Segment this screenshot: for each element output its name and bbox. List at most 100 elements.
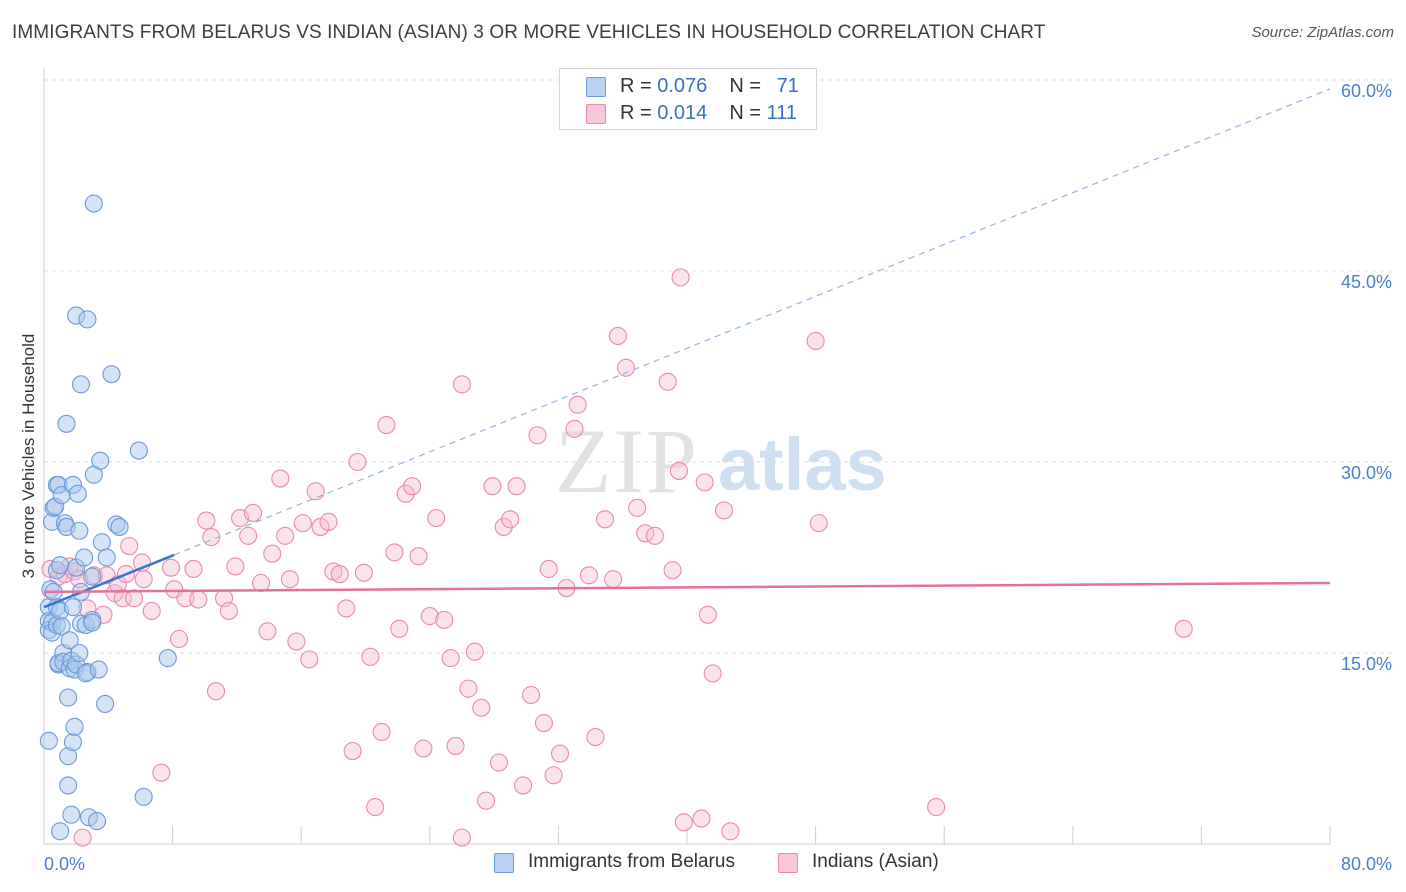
x-tick-label-min: 0.0% (44, 854, 85, 874)
legend-bottom-label: Indians (Asian) (812, 851, 939, 872)
data-point-indians (465, 642, 484, 661)
data-point-indians (409, 547, 428, 566)
data-point-belarus (59, 688, 78, 707)
data-point-indians (452, 375, 472, 394)
data-point-indians (390, 619, 409, 638)
data-point-indians (927, 798, 946, 817)
data-point-indians (287, 632, 306, 651)
data-point-indians (435, 610, 454, 629)
data-point-indians (446, 736, 465, 756)
data-point-belarus (52, 617, 71, 636)
data-point-indians (698, 605, 717, 624)
x-tick-label-max: 80.0% (1341, 854, 1392, 874)
data-point-indians (306, 482, 325, 501)
chart-title: IMMIGRANTS FROM BELARUS VS INDIAN (ASIAN… (12, 22, 1046, 43)
data-point-indians (459, 679, 478, 698)
data-point-belarus (57, 414, 76, 433)
data-point-indians (544, 766, 563, 785)
data-point-indians (806, 331, 825, 351)
data-point-indians (695, 473, 714, 492)
grid (44, 79, 1392, 654)
data-point-indians (507, 477, 526, 496)
data-point-indians (671, 268, 690, 287)
data-point-indians (377, 416, 396, 435)
data-point-belarus (102, 365, 121, 384)
data-point-belarus (87, 812, 107, 831)
data-point-indians (385, 543, 404, 562)
legend-n-label: N = (729, 75, 767, 97)
data-point-belarus (63, 733, 82, 752)
data-point-indians (528, 426, 547, 445)
data-point-indians (669, 461, 689, 480)
axes (43, 68, 1331, 845)
data-point-belarus (51, 822, 70, 841)
data-point-indians (337, 599, 356, 618)
data-point-indians (608, 326, 627, 345)
data-point-indians (579, 566, 598, 585)
y-tick-label: 30.0% (1341, 463, 1392, 483)
data-point-indians (604, 570, 623, 589)
data-point-indians (361, 647, 380, 666)
legend-bottom-swatch-pink (778, 853, 798, 873)
source-label: Source: ZipAtlas.com (1251, 24, 1394, 41)
data-point-indians (501, 510, 520, 529)
data-point-belarus (91, 451, 110, 470)
legend-r-label: R = (620, 75, 658, 97)
data-point-indians (513, 776, 533, 795)
data-point-belarus (83, 567, 102, 586)
data-point-indians (280, 570, 299, 589)
data-point-indians (372, 722, 391, 741)
data-point-indians (189, 590, 208, 609)
data-point-indians (161, 558, 181, 577)
data-point-indians (293, 514, 312, 533)
data-point-indians (586, 727, 605, 747)
data-point-belarus (70, 643, 89, 663)
legend-r-label: R = (620, 102, 658, 124)
data-point-indians (120, 536, 139, 556)
data-point-indians (330, 565, 349, 584)
data-point-indians (616, 358, 635, 377)
series-indians-asian (41, 268, 1193, 847)
data-point-indians (1174, 619, 1193, 638)
data-point-indians (522, 685, 541, 705)
data-point-indians (134, 570, 153, 589)
data-point-belarus (71, 375, 91, 394)
data-point-indians (703, 664, 722, 683)
data-point-belarus (65, 717, 84, 736)
data-point-indians (534, 713, 553, 733)
data-point-indians (271, 469, 290, 488)
data-point-indians (300, 650, 319, 669)
data-point-belarus (96, 694, 115, 713)
data-point-indians (348, 452, 367, 472)
y-tick-label: 15.0% (1341, 654, 1392, 674)
data-point-indians (184, 559, 203, 579)
data-point-indians (226, 557, 245, 576)
correlation-legend: R = 0.076 N = 71 R = 0.014 N = 111 (559, 68, 817, 130)
data-point-belarus (89, 660, 108, 679)
data-point-indians (420, 607, 439, 626)
legend-swatch-pink (586, 104, 606, 124)
data-point-belarus (134, 787, 153, 806)
y-tick-label: 60.0% (1341, 81, 1392, 101)
data-point-indians (169, 629, 189, 649)
data-point-indians (152, 763, 171, 782)
data-point-indians (427, 508, 446, 528)
data-point-indians (276, 526, 295, 545)
watermark-zip: ZIP (555, 410, 699, 512)
data-point-indians (142, 601, 161, 621)
data-point-indians (251, 573, 271, 593)
data-point-indians (441, 649, 460, 668)
trend-lines (43, 88, 1331, 609)
data-point-indians (343, 741, 362, 761)
data-point-indians (263, 544, 282, 563)
data-point-indians (721, 822, 740, 841)
legend-n-label: N = (729, 102, 767, 124)
data-point-indians (197, 511, 216, 530)
series-immigrants-belarus (39, 194, 177, 841)
data-point-indians (489, 753, 508, 772)
data-point-belarus (97, 548, 116, 567)
watermark: ZIP atlas (555, 410, 887, 512)
data-point-belarus (83, 613, 102, 632)
legend-r-value: 0.076 (657, 75, 708, 97)
data-point-indians (568, 395, 587, 414)
